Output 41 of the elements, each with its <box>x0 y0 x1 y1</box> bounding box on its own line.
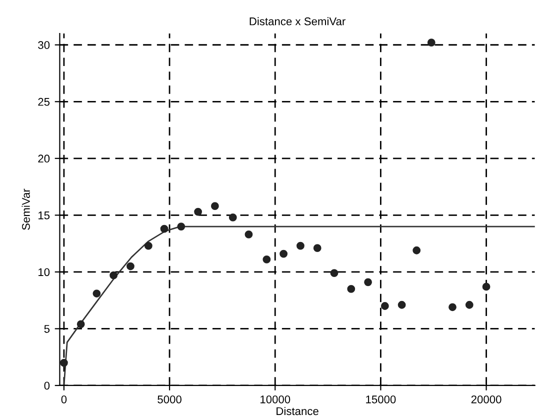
point <box>110 271 118 280</box>
y-tick-label: 25 <box>38 98 50 106</box>
point <box>296 242 304 250</box>
point <box>412 246 421 254</box>
y-tick-label: 5 <box>44 325 50 333</box>
y-tick-label: 10 <box>38 268 50 276</box>
x-tick-label: 15000 <box>366 395 396 404</box>
point <box>262 256 271 264</box>
point <box>398 300 406 309</box>
point <box>364 278 372 286</box>
point <box>380 302 389 310</box>
point <box>228 213 237 222</box>
x-tick-label: 0 <box>61 395 67 404</box>
y-tick-label: 30 <box>38 41 50 50</box>
x-tick-label: 5000 <box>158 395 182 404</box>
y-tick-label: 15 <box>38 212 50 220</box>
point <box>427 38 436 47</box>
point <box>194 208 202 216</box>
point <box>465 300 474 309</box>
point <box>126 262 134 270</box>
point <box>144 242 152 250</box>
point <box>482 282 490 291</box>
point <box>330 269 338 278</box>
point <box>313 244 322 252</box>
point <box>92 290 101 298</box>
point <box>347 285 356 293</box>
x-axis-title: Distance <box>276 406 318 416</box>
point <box>244 230 253 238</box>
y-tick-label: 20 <box>38 154 50 163</box>
point <box>76 320 85 328</box>
y-axis-title: SemiVar <box>22 188 30 230</box>
x-tick-label: 10000 <box>260 395 290 404</box>
point <box>60 358 68 367</box>
chart-title: Distance x SemiVar <box>250 17 346 26</box>
y-tick-label: 0 <box>44 382 50 390</box>
point <box>210 202 219 210</box>
point <box>448 303 456 312</box>
point <box>177 222 186 230</box>
point <box>160 224 168 233</box>
point <box>280 250 288 258</box>
x-tick-label: 20000 <box>471 395 502 404</box>
